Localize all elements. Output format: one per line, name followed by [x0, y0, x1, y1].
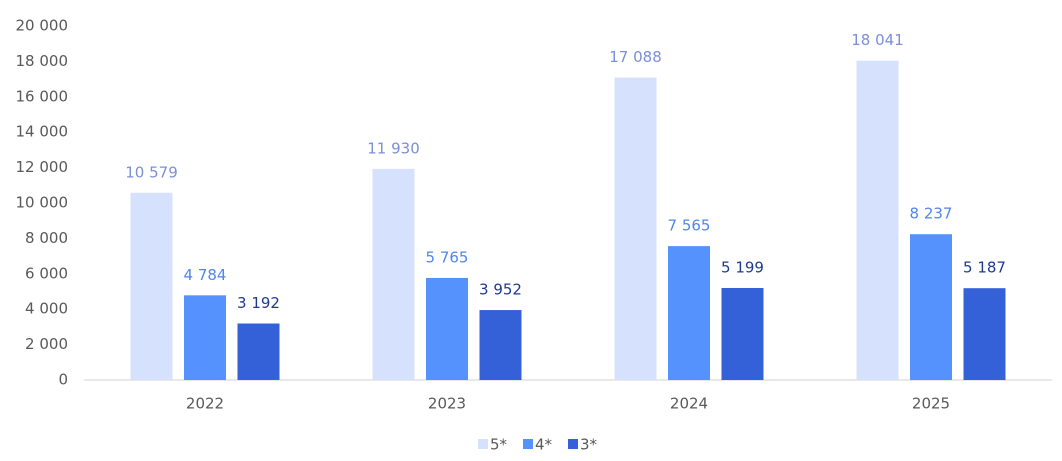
bar [426, 277, 468, 380]
bar [479, 310, 522, 380]
x-tick-label: 2022 [186, 395, 224, 413]
y-tick-label: 18 000 [16, 52, 69, 70]
x-tick-label: 2023 [428, 395, 466, 413]
y-tick-label: 0 [58, 371, 68, 389]
y-tick-label: 4 000 [25, 300, 68, 318]
y-tick-label: 20 000 [16, 17, 69, 35]
value-label: 5 187 [963, 259, 1006, 277]
y-tick-label: 12 000 [16, 158, 69, 176]
legend-label: 4* [535, 436, 553, 454]
y-tick-label: 10 000 [16, 194, 69, 212]
bar [184, 295, 226, 380]
bar [721, 287, 764, 380]
bar [856, 60, 899, 380]
bar [237, 323, 280, 380]
bar [372, 168, 415, 380]
bar [668, 246, 710, 380]
value-label: 17 088 [609, 48, 662, 66]
bar [130, 192, 173, 380]
value-label: 3 192 [237, 294, 280, 312]
value-label: 7 565 [668, 217, 711, 235]
legend-label: 5* [490, 436, 508, 454]
y-tick-label: 6 000 [25, 264, 68, 282]
value-label: 10 579 [125, 163, 178, 181]
value-label: 18 041 [851, 31, 904, 49]
y-tick-label: 16 000 [16, 87, 69, 105]
x-tick-label: 2024 [670, 395, 708, 413]
y-tick-label: 14 000 [16, 123, 69, 141]
legend-label: 3* [580, 436, 598, 454]
value-label: 3 952 [479, 281, 522, 299]
y-tick-label: 8 000 [25, 229, 68, 247]
x-tick-label: 2025 [912, 395, 950, 413]
legend-swatch [478, 439, 488, 449]
bar [963, 288, 1006, 380]
bar [614, 77, 657, 381]
legend-swatch [568, 439, 578, 449]
legend-swatch [523, 439, 533, 449]
bar [910, 234, 952, 380]
y-tick-label: 2 000 [25, 335, 68, 353]
value-label: 4 784 [184, 266, 227, 284]
value-label: 11 930 [367, 139, 420, 157]
value-label: 5 199 [721, 258, 764, 276]
value-label: 8 237 [910, 205, 953, 223]
value-label: 5 765 [426, 248, 469, 266]
